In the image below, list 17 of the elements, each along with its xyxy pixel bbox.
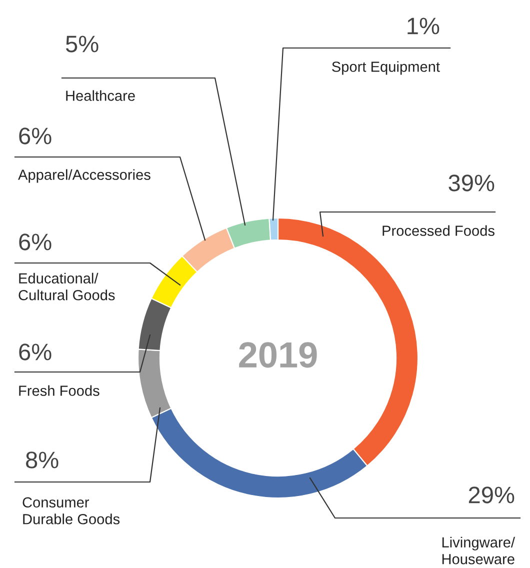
- data-label: 29%: [468, 486, 514, 504]
- data-label: 8%: [26, 452, 58, 468]
- slice-label: Educational/ Cultural Goods: [18, 272, 115, 300]
- data-label: 1%: [408, 18, 440, 34]
- slice-label: Livingware/ Houseware: [442, 536, 516, 564]
- slice-label: Healthcare: [66, 90, 135, 101]
- data-label: 5%: [66, 36, 98, 52]
- slice-label: Processed Foods: [382, 225, 494, 236]
- slice-label: Consumer Durable Goods: [22, 497, 120, 524]
- slice-label: Sport Equipment: [332, 61, 440, 75]
- data-label: 39%: [448, 174, 494, 192]
- slice-label: Fresh Foods: [19, 385, 100, 396]
- text: 2019: [239, 342, 317, 368]
- slice-label: Apparel/Accessories: [18, 169, 150, 183]
- data-label: 6%: [19, 344, 52, 360]
- data-label: 6%: [19, 234, 52, 250]
- data-label: 6%: [19, 128, 52, 144]
